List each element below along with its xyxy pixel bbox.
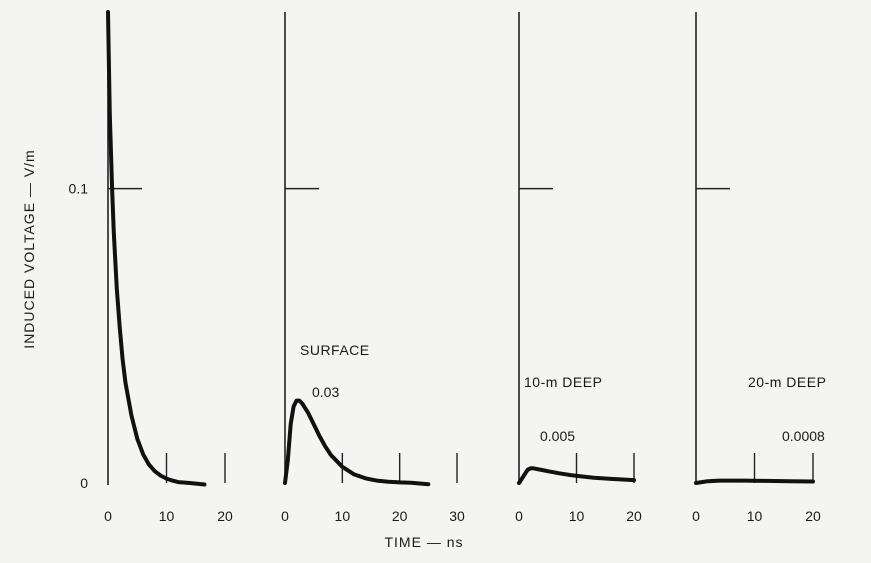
x-tick-label: 0 bbox=[692, 508, 700, 524]
panel-4: 0 10 20 20-m DEEP 0.0008 bbox=[692, 12, 826, 524]
y-axis-label: INDUCED VOLTAGE — V/m bbox=[21, 149, 37, 348]
panel-title: 10-m DEEP bbox=[524, 374, 602, 390]
panel-title: SURFACE bbox=[300, 342, 370, 358]
x-tick-label: 30 bbox=[449, 508, 465, 524]
panel-1: 0 10 20 0 0.1 bbox=[69, 10, 233, 524]
series-line bbox=[283, 398, 431, 487]
x-tick-label: 10 bbox=[159, 508, 175, 524]
x-tick-label: 20 bbox=[805, 508, 821, 524]
panels: 0 10 20 0 0.1 0 10 20 30 SURFACE 0.03 0 10 20 10-m DEE… bbox=[69, 10, 826, 524]
panel-title: 20-m DEEP bbox=[748, 374, 826, 390]
peak-value-label: 0.03 bbox=[312, 384, 339, 400]
x-tick-label: 10 bbox=[747, 508, 763, 524]
x-axis-label: TIME — ns bbox=[384, 534, 463, 550]
x-tick-label: 20 bbox=[626, 508, 642, 524]
x-tick-label: 10 bbox=[335, 508, 351, 524]
x-tick-label: 10 bbox=[569, 508, 585, 524]
y-tick-label: 0.1 bbox=[69, 181, 89, 197]
panel-2: 0 10 20 30 SURFACE 0.03 bbox=[281, 12, 465, 524]
peak-value-label: 0.005 bbox=[540, 428, 575, 444]
x-tick-label: 20 bbox=[217, 508, 233, 524]
series-line bbox=[517, 466, 636, 485]
series-line bbox=[694, 478, 815, 485]
peak-value-label: 0.0008 bbox=[782, 428, 825, 444]
panel-3: 0 10 20 10-m DEEP 0.005 bbox=[515, 12, 642, 524]
x-tick-label: 20 bbox=[392, 508, 408, 524]
x-tick-label: 0 bbox=[281, 508, 289, 524]
x-tick-label: 0 bbox=[104, 508, 112, 524]
series-line bbox=[106, 10, 207, 487]
y-tick-label: 0 bbox=[80, 475, 88, 491]
x-tick-label: 0 bbox=[515, 508, 523, 524]
